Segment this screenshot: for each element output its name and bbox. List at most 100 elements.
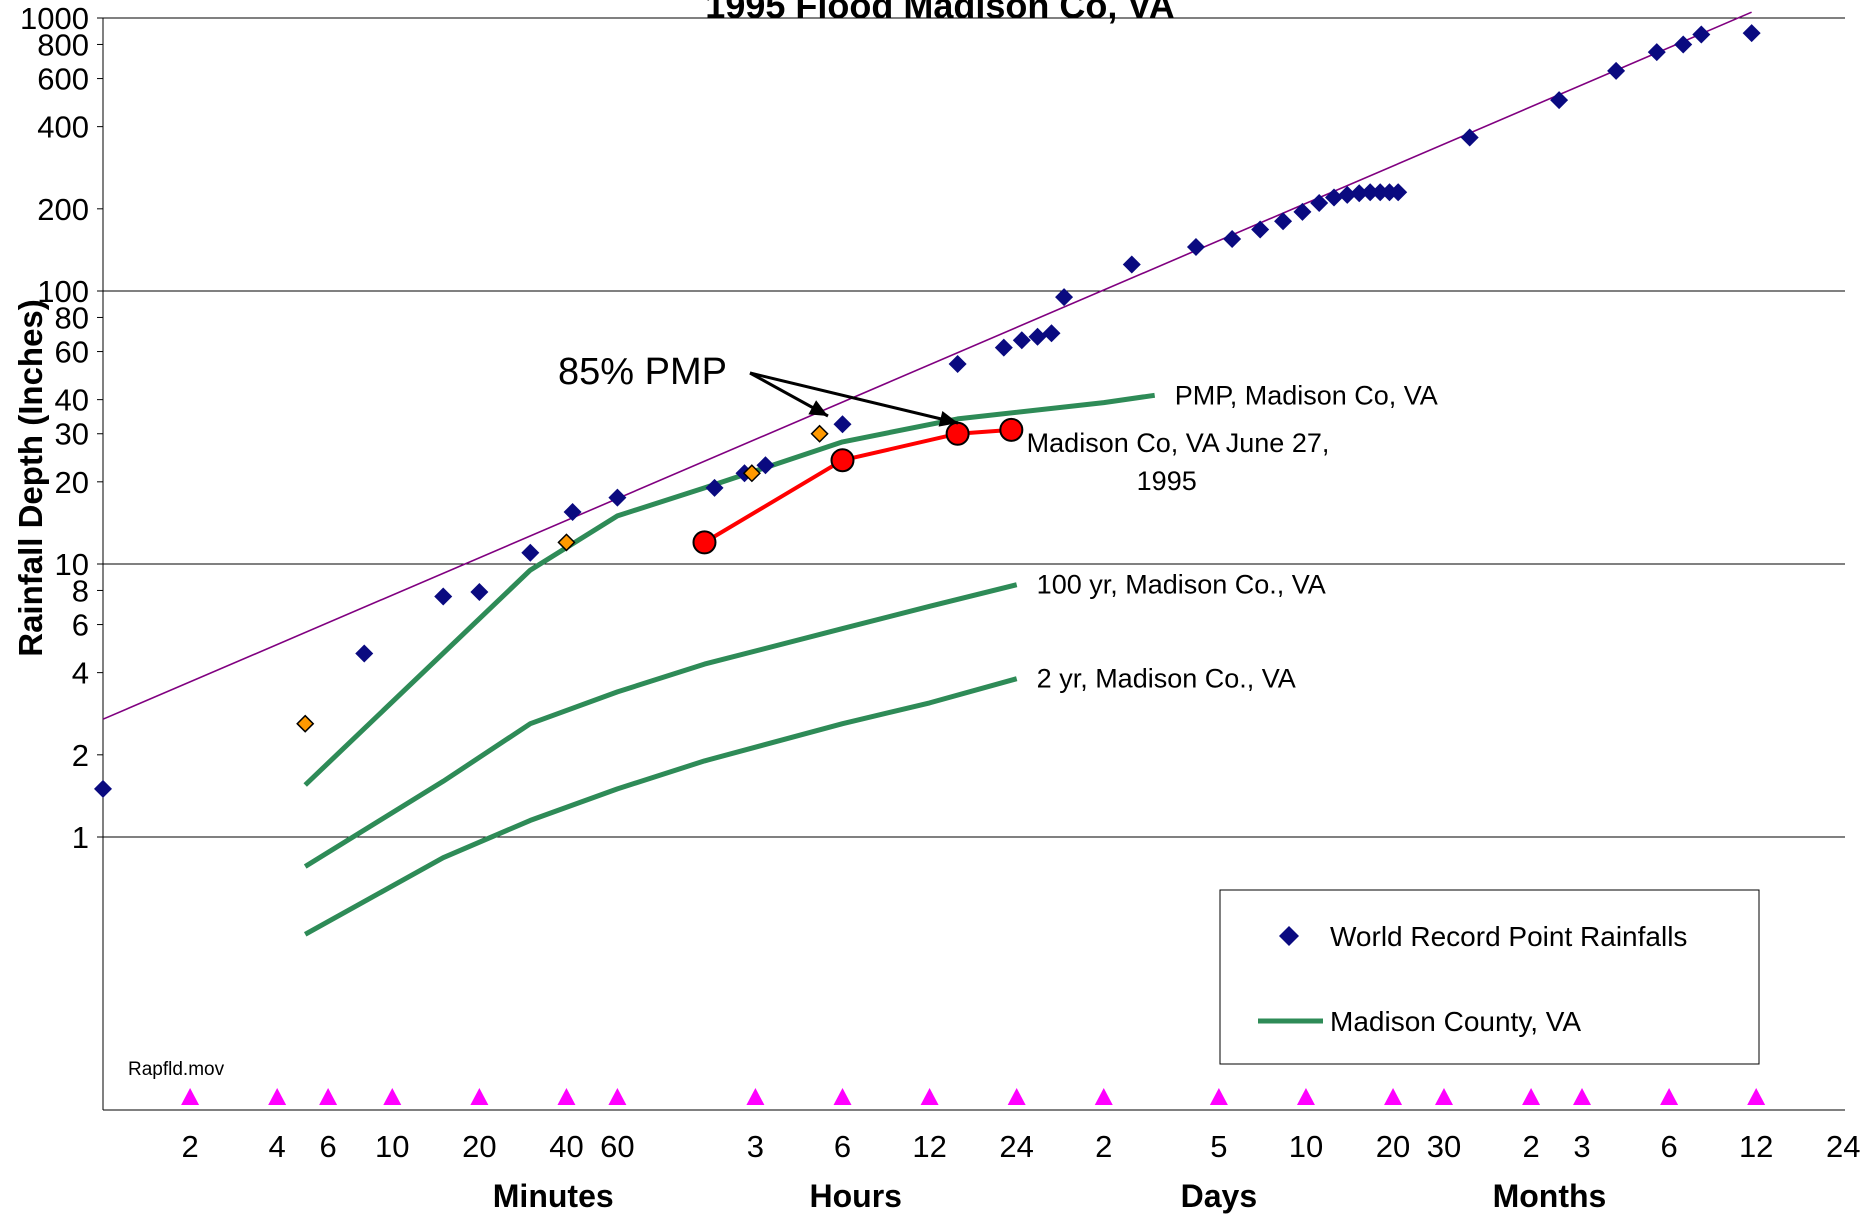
x-tick-label: 20	[1376, 1129, 1410, 1164]
tick-marker	[383, 1088, 402, 1105]
annotation-label: PMP, Madison Co, VA	[1175, 380, 1438, 410]
data-point-diamond	[994, 338, 1013, 357]
series-layer	[94, 11, 1761, 937]
data-point-diamond	[1293, 202, 1312, 221]
x-tick-label: 12	[912, 1129, 946, 1164]
tick-marker	[920, 1088, 939, 1105]
data-point-circle	[692, 530, 717, 555]
x-tick-label: 12	[1739, 1129, 1773, 1164]
y-tick-label: 20	[55, 465, 89, 500]
y-tick-label: 60	[55, 335, 89, 370]
annotation-label: 1995	[1137, 466, 1197, 496]
data-point-diamond	[1607, 61, 1626, 80]
tick-marker	[268, 1088, 287, 1105]
data-point-diamond	[608, 488, 627, 507]
tick-marker	[181, 1088, 200, 1105]
tick-marker	[1007, 1088, 1026, 1105]
x-tick-label: 2	[1522, 1129, 1539, 1164]
data-point-diamond	[1186, 237, 1205, 256]
annotation-label: 2 yr, Madison Co., VA	[1037, 664, 1296, 694]
data-point-diamond	[1371, 183, 1390, 202]
data-point-diamond	[1692, 25, 1711, 44]
x-tick-label: 10	[375, 1129, 409, 1164]
data-point-circle	[999, 417, 1024, 442]
data-point-diamond	[470, 582, 489, 601]
x-tick-label: 10	[1289, 1129, 1323, 1164]
data-point-circle	[945, 421, 970, 446]
series-line	[102, 11, 1752, 720]
y-tick-label: 10	[55, 547, 89, 582]
x-group-label: Months	[1493, 1178, 1607, 1214]
data-point-diamond	[1055, 288, 1074, 307]
legend-entry-madison: Madison County, VA	[1330, 1006, 1581, 1037]
series-line	[303, 582, 1018, 869]
legend: World Record Point Rainfalls Madison Cou…	[1219, 889, 1760, 1065]
legend-diamond-icon	[1279, 926, 1299, 946]
legend-box	[1219, 889, 1760, 1065]
tick-marker	[470, 1088, 489, 1105]
x-tick-label: 24	[999, 1129, 1033, 1164]
data-point-diamond	[1647, 43, 1666, 62]
data-point-diamond	[1251, 220, 1270, 239]
series-line	[303, 676, 1018, 937]
y-tick-label: 6	[72, 608, 89, 643]
data-point-diamond	[1042, 324, 1061, 343]
x-tick-label: 60	[600, 1129, 634, 1164]
x-tick-label: 2	[1095, 1129, 1112, 1164]
x-tick-label: 20	[462, 1129, 496, 1164]
tick-marker	[1747, 1088, 1766, 1105]
y-tick-label: 400	[37, 110, 89, 145]
data-point-diamond	[1310, 194, 1329, 213]
y-tick-label: 8	[72, 573, 89, 608]
data-point-diamond	[557, 533, 576, 552]
y-tick-label: 4	[72, 656, 89, 691]
data-point-diamond	[1122, 255, 1141, 274]
x-tick-label: 6	[1660, 1129, 1677, 1164]
data-point-diamond	[1550, 91, 1569, 110]
legend-entry-records: World Record Point Rainfalls	[1330, 921, 1687, 952]
annotation-label: 100 yr, Madison Co., VA	[1037, 570, 1326, 600]
tick-marker	[1434, 1088, 1453, 1105]
x-tick-label: 4	[269, 1129, 286, 1164]
data-point-diamond	[355, 644, 374, 663]
grid-lines	[103, 290, 1845, 838]
y-tick-label: 1000	[20, 1, 89, 36]
tick-marker	[746, 1088, 765, 1105]
data-point-diamond	[756, 456, 775, 475]
data-point-diamond	[296, 714, 315, 733]
arrow-head	[938, 411, 958, 427]
data-point-diamond	[1324, 188, 1343, 207]
tick-marker	[557, 1088, 576, 1105]
y-tick-label: 100	[37, 274, 89, 309]
data-point-diamond	[434, 587, 453, 606]
x-tick-label: 2	[181, 1129, 198, 1164]
y-tick-label: 80	[55, 300, 89, 335]
data-point-diamond	[1012, 331, 1031, 350]
tick-marker	[1209, 1088, 1228, 1105]
y-tick-label: 2	[72, 738, 89, 773]
arrow-head	[808, 400, 828, 416]
x-tick-label: 24	[1826, 1129, 1860, 1164]
x-tick-label: 3	[747, 1129, 764, 1164]
x-group-label: Days	[1181, 1178, 1258, 1214]
data-point-diamond	[94, 779, 112, 798]
tick-marker	[1094, 1088, 1113, 1105]
data-point-circle	[830, 448, 855, 473]
annotation-arrow	[749, 371, 959, 425]
data-point-diamond	[742, 464, 761, 483]
data-point-diamond	[1361, 183, 1380, 202]
y-tick-label: 800	[37, 27, 89, 62]
data-point-diamond	[705, 478, 724, 497]
x-tick-label: 3	[1573, 1129, 1590, 1164]
data-point-diamond	[810, 424, 829, 443]
x-tick-labels: 2 4 6 10 20 40 60 3 6 12 24 2 5 10 20 30 2 3 6 12 24	[181, 1129, 1860, 1164]
tick-marker	[319, 1088, 338, 1105]
y-tick-label: 40	[55, 383, 89, 418]
x-tick-label: 6	[834, 1129, 851, 1164]
data-point-diamond	[1274, 212, 1293, 231]
x-group-label: Minutes	[493, 1178, 614, 1214]
data-point-diamond	[948, 355, 967, 374]
tick-marker	[1384, 1088, 1403, 1105]
